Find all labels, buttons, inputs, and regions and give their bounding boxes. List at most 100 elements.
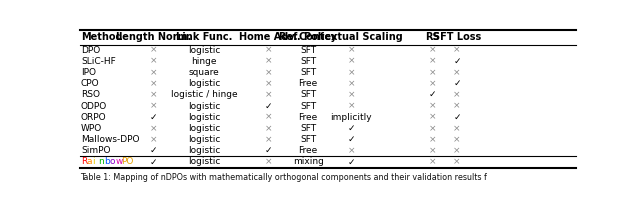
Text: RS: RS [425, 32, 440, 42]
Text: ✓: ✓ [348, 157, 355, 166]
Text: ✓: ✓ [150, 157, 157, 166]
Text: ×: × [150, 135, 157, 144]
Text: Length Norm.: Length Norm. [116, 32, 191, 42]
Text: ×: × [150, 57, 157, 66]
Text: SFT: SFT [300, 46, 316, 54]
Text: ×: × [265, 124, 272, 133]
Text: ×: × [428, 135, 436, 144]
Text: ×: × [453, 102, 461, 110]
Text: Mallows-DPO: Mallows-DPO [81, 135, 140, 144]
Text: ×: × [150, 79, 157, 88]
Text: ×: × [348, 102, 355, 110]
Text: SFT: SFT [300, 68, 316, 77]
Text: logistic: logistic [188, 146, 220, 155]
Text: ×: × [348, 46, 355, 54]
Text: ×: × [265, 157, 272, 166]
Text: ×: × [265, 135, 272, 144]
Text: logistic: logistic [188, 113, 220, 122]
Text: R: R [81, 157, 87, 166]
Text: SFT Loss: SFT Loss [433, 32, 481, 42]
Text: ×: × [265, 57, 272, 66]
Text: logistic: logistic [188, 46, 220, 54]
Text: ×: × [265, 90, 272, 99]
Text: ×: × [453, 46, 461, 54]
Text: ×: × [428, 146, 436, 155]
Text: PO: PO [121, 157, 133, 166]
Text: logistic: logistic [188, 135, 220, 144]
Text: SFT: SFT [300, 57, 316, 66]
Text: ×: × [428, 157, 436, 166]
Text: DPO: DPO [81, 46, 100, 54]
Text: ×: × [453, 157, 461, 166]
Text: logistic / hinge: logistic / hinge [171, 90, 237, 99]
Text: ×: × [428, 113, 436, 122]
Text: ×: × [428, 102, 436, 110]
Text: logistic: logistic [188, 124, 220, 133]
Text: Free: Free [298, 113, 318, 122]
Text: ×: × [150, 68, 157, 77]
Text: logistic: logistic [188, 79, 220, 88]
Text: ×: × [265, 68, 272, 77]
Text: ×: × [265, 79, 272, 88]
Text: ×: × [348, 57, 355, 66]
Text: ×: × [150, 102, 157, 110]
Text: ✓: ✓ [265, 102, 272, 110]
Text: ✓: ✓ [348, 124, 355, 133]
Text: o: o [109, 157, 115, 166]
Text: ✓: ✓ [453, 79, 461, 88]
Text: implicitly: implicitly [330, 113, 372, 122]
Text: Contextual Scaling: Contextual Scaling [300, 32, 403, 42]
Text: b: b [104, 157, 109, 166]
Text: ✓: ✓ [453, 113, 461, 122]
Text: Home Adv.: Home Adv. [239, 32, 298, 42]
Text: logistic: logistic [188, 102, 220, 110]
Text: ×: × [428, 46, 436, 54]
Text: ×: × [453, 68, 461, 77]
Text: ORPO: ORPO [81, 113, 107, 122]
Text: ×: × [453, 90, 461, 99]
Text: IPO: IPO [81, 68, 96, 77]
Text: SFT: SFT [300, 135, 316, 144]
Text: RSO: RSO [81, 90, 100, 99]
Text: ×: × [428, 124, 436, 133]
Text: ✓: ✓ [428, 90, 436, 99]
Text: a: a [86, 157, 92, 166]
Text: ×: × [453, 146, 461, 155]
Text: CPO: CPO [81, 79, 100, 88]
Text: i: i [92, 157, 95, 166]
Text: ✓: ✓ [150, 146, 157, 155]
Text: square: square [189, 68, 220, 77]
Text: ODPO: ODPO [81, 102, 108, 110]
Text: ×: × [265, 113, 272, 122]
Text: mixing: mixing [292, 157, 324, 166]
Text: Method: Method [81, 32, 122, 42]
Text: ×: × [428, 79, 436, 88]
Text: logistic: logistic [188, 157, 220, 166]
Text: ✓: ✓ [265, 146, 272, 155]
Text: Ref. Policy: Ref. Policy [279, 32, 337, 42]
Text: SimPO: SimPO [81, 146, 111, 155]
Text: ×: × [348, 146, 355, 155]
Text: ×: × [265, 46, 272, 54]
Text: ✓: ✓ [348, 135, 355, 144]
Text: ×: × [150, 124, 157, 133]
Text: Table 1: Mapping of nDPOs with mathematically orthogonal components and their va: Table 1: Mapping of nDPOs with mathemati… [80, 173, 487, 182]
Text: Free: Free [298, 79, 318, 88]
Text: n: n [98, 157, 104, 166]
Text: ×: × [150, 90, 157, 99]
Text: WPO: WPO [81, 124, 102, 133]
Text: ×: × [348, 68, 355, 77]
Text: SLiC-HF: SLiC-HF [81, 57, 116, 66]
Text: hinge: hinge [191, 57, 217, 66]
Text: ✓: ✓ [150, 113, 157, 122]
Text: Link Func.: Link Func. [176, 32, 232, 42]
Text: ×: × [453, 135, 461, 144]
Text: SFT: SFT [300, 102, 316, 110]
Text: Free: Free [298, 146, 318, 155]
Text: SFT: SFT [300, 124, 316, 133]
Text: w: w [115, 157, 123, 166]
Text: ×: × [428, 68, 436, 77]
Text: ×: × [348, 79, 355, 88]
Text: ✓: ✓ [453, 57, 461, 66]
Text: ×: × [428, 57, 436, 66]
